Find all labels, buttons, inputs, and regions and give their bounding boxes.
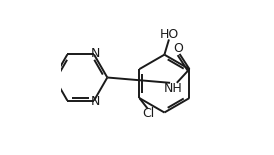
- Text: N: N: [90, 95, 100, 108]
- Text: O: O: [173, 42, 183, 55]
- Text: HO: HO: [160, 28, 179, 41]
- Text: NH: NH: [164, 82, 183, 95]
- Text: Cl: Cl: [142, 107, 155, 120]
- Text: N: N: [90, 47, 100, 60]
